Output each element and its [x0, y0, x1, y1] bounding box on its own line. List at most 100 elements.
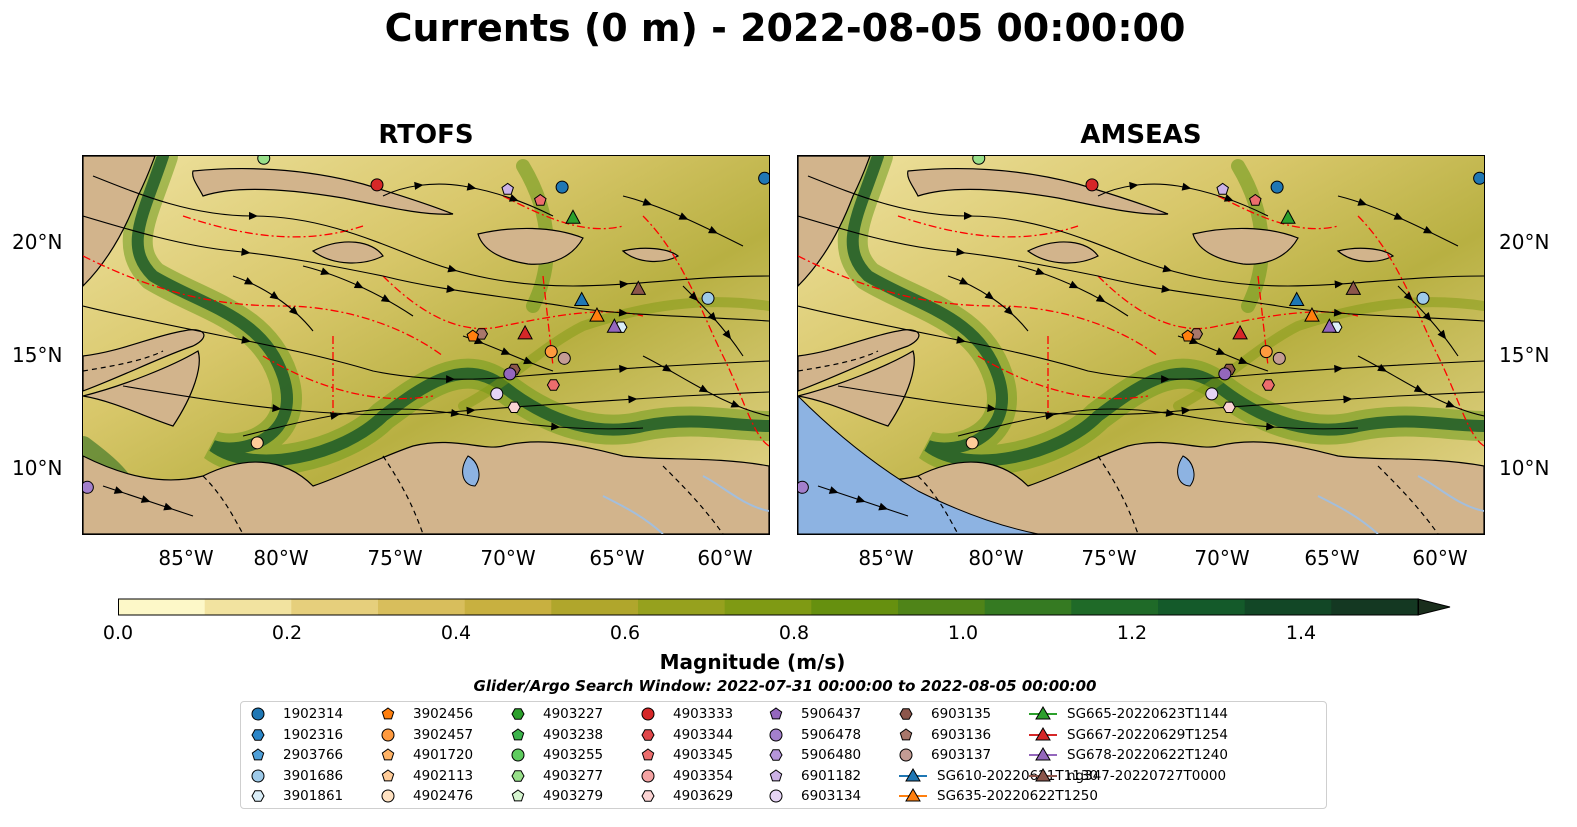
- argo-float-marker: [1181, 329, 1195, 342]
- streamline: [957, 408, 1359, 437]
- colorbar-label: Magnitude (m/s): [659, 650, 846, 674]
- argo-float-marker: [466, 329, 480, 342]
- streamline-arrow: [330, 412, 340, 420]
- streamline-arrow: [828, 486, 839, 494]
- streamline-arrow: [963, 211, 974, 220]
- legend-entry: 3901861: [251, 786, 343, 806]
- pentagon-marker-icon: [381, 748, 395, 761]
- figure-title: Currents (0 m) - 2022-08-05 00:00:00: [384, 6, 1186, 50]
- argo-float-marker: [557, 351, 571, 365]
- legend-label: 6903135: [931, 706, 992, 722]
- lon-label-65w-right: 65°W: [1304, 546, 1360, 570]
- legend-label: 3901861: [283, 788, 344, 804]
- streamline-arrow: [551, 422, 561, 431]
- circle-marker-icon: [251, 707, 265, 721]
- streamline-arrow: [1003, 306, 1014, 316]
- legend-entry: 4903354: [641, 766, 733, 786]
- circle-marker-icon: [769, 789, 783, 803]
- circle-marker-icon: [511, 748, 525, 762]
- land-cuba: [192, 167, 454, 215]
- argo-float-marker: [534, 193, 547, 206]
- legend-label: 6903134: [801, 788, 862, 804]
- streamline: [242, 408, 644, 437]
- glider-marker: [1280, 209, 1296, 224]
- argo-float-marker: [544, 345, 558, 359]
- streamline-arrow: [730, 400, 741, 408]
- land-yucatan: [83, 156, 156, 287]
- circle-marker-icon: [641, 769, 655, 782]
- glider-marker: [606, 318, 623, 333]
- streamline-arrow: [241, 247, 251, 256]
- glider-marker: [517, 324, 533, 340]
- colorbar-segment: [1244, 599, 1332, 615]
- legend-entry: 6903137: [899, 745, 991, 765]
- legend-entry: 1902314: [251, 704, 343, 724]
- streamline-arrow: [956, 335, 966, 344]
- argo-float-marker: [798, 480, 809, 494]
- legend-label: 4903279: [543, 788, 604, 804]
- glider-marker: [1288, 291, 1305, 307]
- streamline-arrow: [688, 291, 698, 301]
- streamline-arrow: [708, 225, 718, 234]
- triangle-marker-icon: [1029, 747, 1057, 761]
- legend-label: 3902456: [413, 706, 474, 722]
- triangle-marker-icon: [1029, 767, 1057, 781]
- legend-entry: SG635-20220622T1250: [899, 786, 1098, 806]
- map-amseas[interactable]: [797, 155, 1485, 535]
- legend-label: SG667-20220629T1254: [1067, 726, 1228, 743]
- map-rtofs[interactable]: [82, 155, 770, 535]
- glider-marker: [630, 280, 647, 295]
- streamline-arrow: [1223, 194, 1234, 202]
- streamline-arrow: [878, 502, 889, 511]
- streamline-arrow: [1129, 181, 1139, 190]
- circle-marker-icon: [899, 748, 913, 762]
- legend-entry: 6901182: [769, 766, 861, 786]
- colorbar-segment: [118, 599, 206, 615]
- legend-entry: 4902113: [381, 766, 473, 786]
- streamline-arrow: [959, 277, 969, 285]
- streamline-arrow: [1266, 422, 1276, 431]
- legend-label: 1902314: [283, 706, 344, 722]
- pentagon-marker-icon: [511, 789, 525, 802]
- circle-marker-icon: [381, 728, 395, 741]
- streamline-arrow: [619, 280, 629, 289]
- land-jamaica: [311, 241, 384, 264]
- legend-entry: 4903629: [641, 786, 733, 806]
- legend: 1902314 1902316 2903766 3901686 3901861 39024…: [240, 701, 1327, 809]
- colorbar-tick-1: 0.2: [271, 622, 303, 644]
- streamline-arrow: [1181, 182, 1192, 191]
- streamline-arrow: [1161, 375, 1171, 384]
- hexagon-marker-icon: [899, 708, 913, 720]
- legend-entry: SG678-20220622T1240: [1029, 745, 1228, 765]
- streamline-arrow: [163, 502, 174, 511]
- lat-label-15n-right: 15°N: [1499, 343, 1550, 367]
- streamline-arrow: [466, 406, 476, 415]
- streamline-arrow: [1413, 384, 1424, 393]
- lon-label-85w-right: 85°W: [858, 546, 914, 570]
- lat-label-15n-left: 15°N: [12, 343, 63, 367]
- streamline-arrow: [288, 306, 299, 316]
- legend-entry: 4903227: [511, 704, 603, 724]
- map-canvas: [83, 156, 769, 534]
- colorbar-segment: [638, 599, 726, 615]
- streamline: [92, 175, 769, 287]
- streamline-arrow: [447, 264, 458, 273]
- argo-float-marker: [965, 436, 979, 450]
- lat-label-10n-left: 10°N: [12, 456, 63, 480]
- streamline-arrow: [353, 280, 364, 289]
- colorbar-segment: [291, 599, 379, 615]
- triangle-marker-icon: [1029, 726, 1057, 740]
- streamline-arrow: [1437, 329, 1447, 340]
- argo-float-marker: [503, 367, 517, 381]
- lon-label-65w-left: 65°W: [589, 546, 645, 570]
- glider-marker: [573, 291, 590, 307]
- colorbar-segment: [724, 599, 812, 615]
- legend-entry: SG667-20220629T1254: [1029, 725, 1228, 745]
- lat-label-10n-right: 10°N: [1499, 456, 1550, 480]
- argo-float-marker: [507, 401, 521, 413]
- legend-entry: 5906437: [769, 704, 861, 724]
- streamline: [807, 175, 1484, 287]
- legend-entry: 5906478: [769, 725, 861, 745]
- legend-entry: 3901686: [251, 766, 343, 786]
- streamline-arrow: [1343, 395, 1353, 404]
